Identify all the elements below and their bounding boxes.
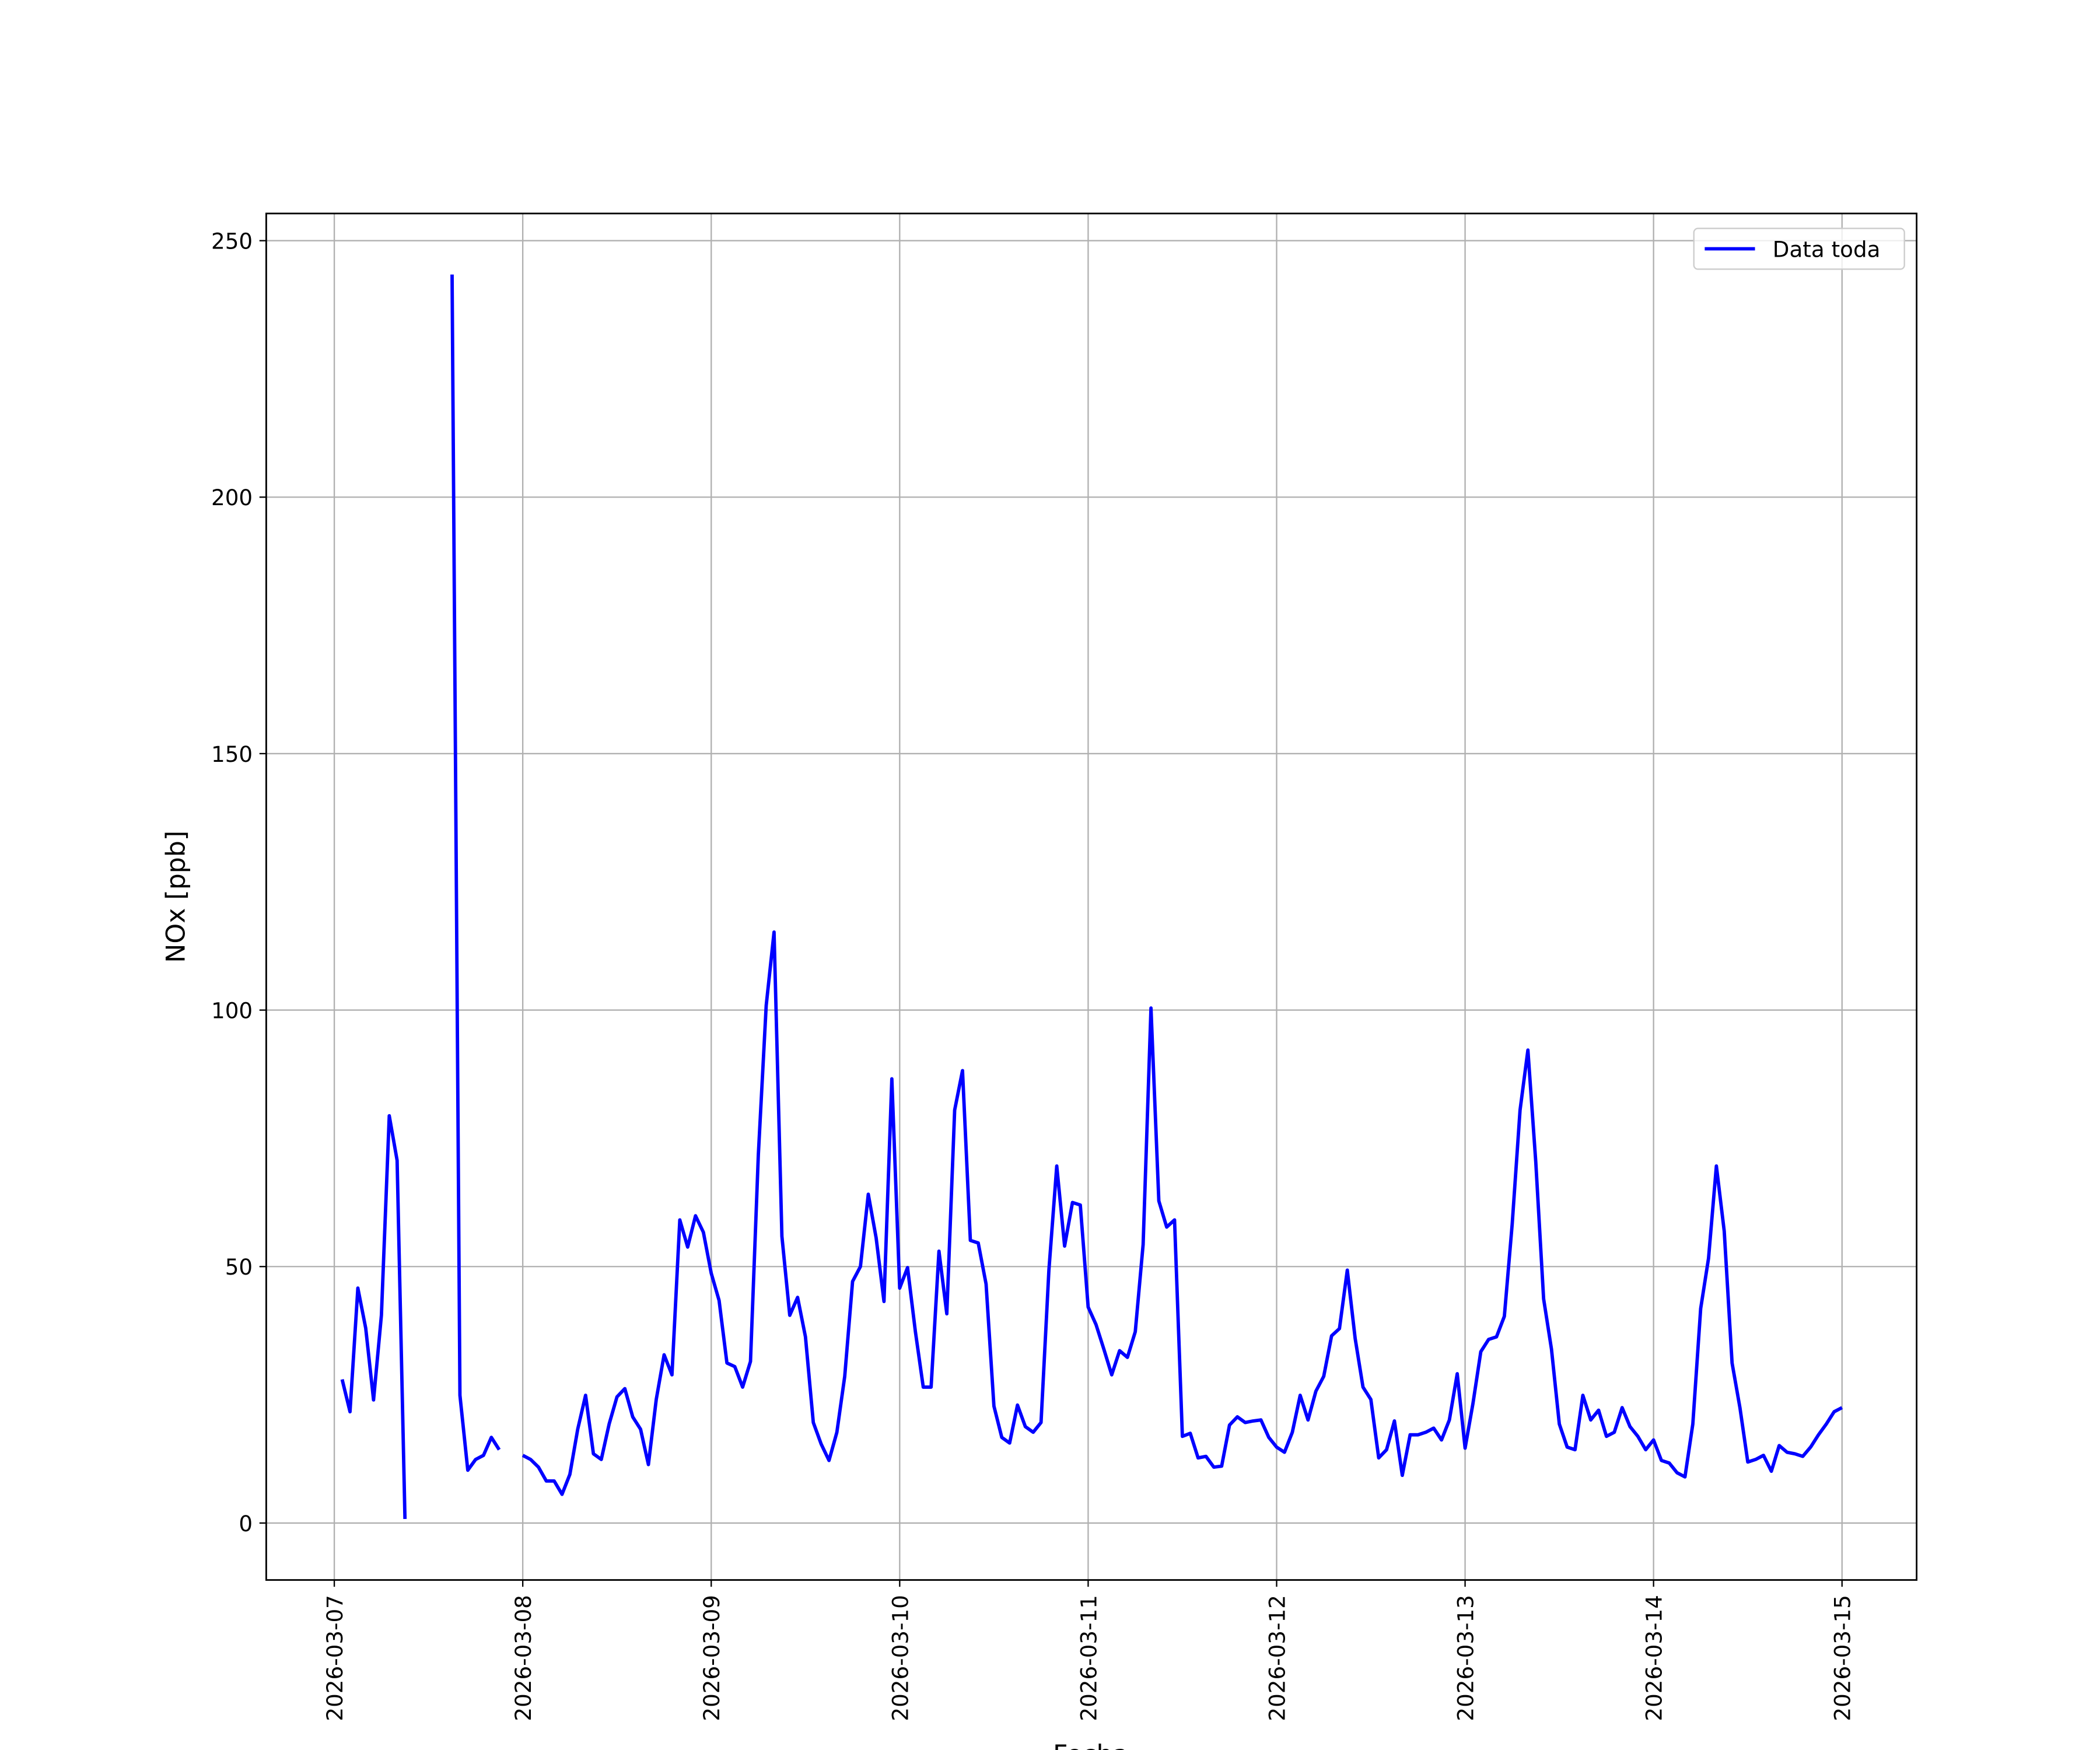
- x-tick-label: 2026-03-13: [1453, 1595, 1479, 1721]
- x-tick-label: 2026-03-10: [887, 1595, 913, 1721]
- y-tick-label: 150: [211, 741, 253, 767]
- y-tick-label: 200: [211, 485, 253, 510]
- y-tick-label: 0: [239, 1511, 253, 1536]
- x-tick-label: 2026-03-15: [1830, 1595, 1856, 1721]
- y-axis-label: NOx [ppb]: [162, 831, 191, 963]
- x-axis-label: Fecha: [1053, 1740, 1129, 1750]
- x-tick-label: 2026-03-12: [1264, 1595, 1290, 1721]
- x-tick-label: 2026-03-14: [1642, 1595, 1667, 1721]
- y-tick-label: 50: [225, 1254, 253, 1280]
- legend-box: [1693, 228, 1905, 270]
- data-line: [340, 274, 1843, 1519]
- plot-area: [340, 274, 1843, 1519]
- legend: Data toda: [1693, 228, 1905, 270]
- x-tick-label: 2026-03-08: [510, 1595, 536, 1721]
- y-tick-label: 100: [211, 998, 253, 1024]
- axes-frame: [265, 212, 1918, 1581]
- x-tick-label: 2026-03-07: [322, 1595, 348, 1721]
- y-tick-label: 250: [211, 229, 253, 254]
- grid: [266, 213, 1917, 1580]
- x-tick-label: 2026-03-11: [1076, 1595, 1101, 1721]
- x-tick-label: 2026-03-09: [699, 1595, 724, 1721]
- ticks: 0 50 100 150 200 250 2026-03-07 2026-03-08 2026-…: [211, 229, 1856, 1721]
- legend-label: Data toda: [1773, 236, 1881, 262]
